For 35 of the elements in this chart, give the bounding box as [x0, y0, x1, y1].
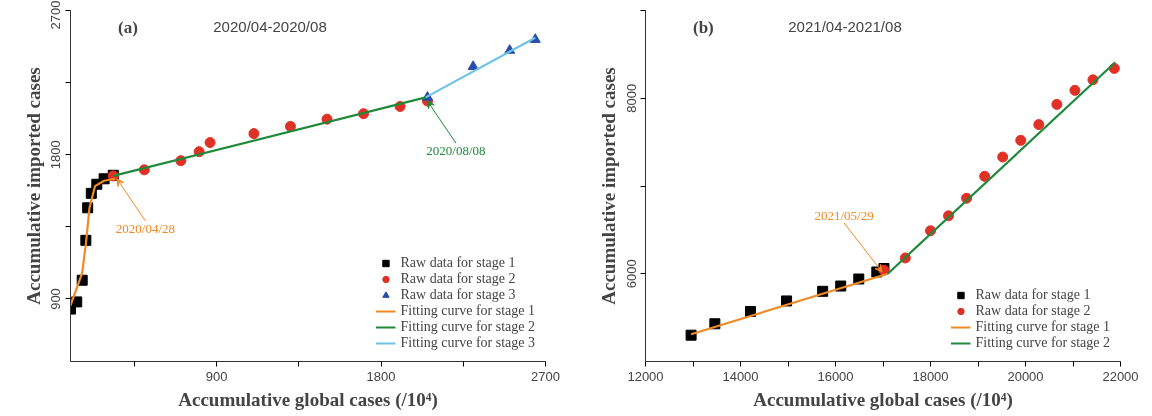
annotation: 2020/08/08 — [426, 143, 486, 159]
x-axis-title: Accumulative global cases (/10⁴) — [753, 388, 1013, 411]
x-tick-label: 22000 — [1102, 368, 1139, 384]
legend-label: Fitting curve for stage 2 — [400, 319, 535, 335]
legend-label: Raw data for stage 3 — [400, 287, 516, 303]
y-axis-title: Accumulative imported cases — [597, 67, 619, 305]
x-tick-label: 1800 — [366, 368, 396, 384]
x-tick-label: 2700 — [531, 368, 560, 384]
annotation: 2021/05/29 — [814, 207, 874, 223]
legend-label: Raw data for stage 2 — [975, 303, 1091, 319]
y-axis-title: Accumulative imported cases — [22, 67, 44, 305]
x-axis-title: Accumulative global cases (/10⁴) — [178, 388, 438, 411]
y-tick-label: 2700 — [48, 0, 64, 30]
annotation: 2020/04/28 — [115, 220, 176, 236]
legend-label: Fitting curve for stage 1 — [975, 319, 1110, 335]
x-tick-label: 14000 — [722, 368, 759, 384]
legend-label: Fitting curve for stage 1 — [400, 303, 535, 319]
legend-label: Raw data for stage 1 — [975, 287, 1091, 303]
x-tick-label: 18000 — [912, 368, 949, 384]
y-tick-label: 6000 — [623, 259, 639, 289]
annotation: (b) — [693, 17, 714, 37]
legend-label: Fitting curve for stage 2 — [975, 335, 1110, 351]
annotation: (a) — [118, 17, 138, 37]
text: 2020/04-2020/08 — [213, 17, 327, 35]
y-tick-label: 900 — [48, 288, 64, 310]
text: 2021/04-2021/08 — [788, 17, 902, 35]
x-tick-label: 900 — [205, 368, 228, 384]
y-tick-label: 8000 — [623, 83, 639, 113]
x-tick-label: 16000 — [817, 368, 854, 384]
x-tick-label: 20000 — [1007, 368, 1044, 384]
legend-label: Raw data for stage 2 — [400, 271, 516, 287]
x-tick-label: 12000 — [627, 368, 664, 384]
legend-label: Raw data for stage 1 — [400, 255, 516, 271]
legend-label: Fitting curve for stage 3 — [400, 335, 535, 351]
y-tick-label: 1800 — [48, 140, 64, 170]
